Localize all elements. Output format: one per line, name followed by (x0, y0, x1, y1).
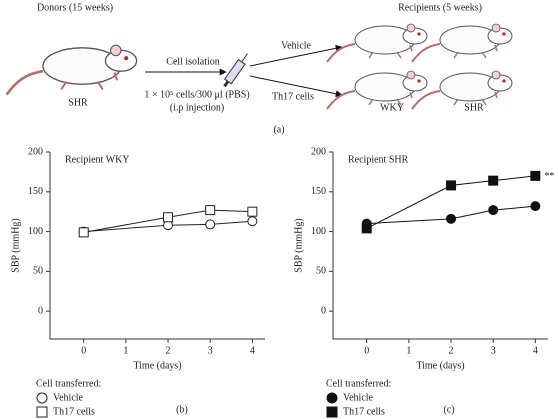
panel-label: (a) (273, 124, 284, 135)
recipient-rat (326, 23, 428, 63)
y-tick-label: 0 (38, 305, 43, 316)
x-tick-label: 2 (449, 345, 454, 356)
recipient-strain: SHR (464, 102, 484, 113)
recipient-rat (411, 70, 513, 110)
panel-label: (b) (176, 404, 188, 415)
arrow (249, 75, 343, 98)
chart: 0 50 100 150 200 0 1 2 3 4 Recipient WKY Time (days… (10, 146, 265, 418)
dose-label: 1 × 10⁵ cells/300 μl (PBS) (144, 89, 249, 100)
x-tick-label: 3 (208, 345, 213, 356)
x-tick-label: 1 (123, 345, 128, 356)
y-tick-label: 200 (28, 146, 43, 157)
x-tick-label: 2 (166, 345, 171, 356)
marker (446, 180, 457, 191)
x-axis-label: Time (days) (133, 360, 181, 371)
series-line (83, 220, 253, 233)
y-tick-label: 200 (311, 146, 326, 157)
annotation: ** (544, 171, 554, 182)
legend-marker (36, 406, 48, 418)
x-tick-label: 3 (491, 345, 496, 356)
y-axis-label: SBP (mmHg) (10, 218, 21, 272)
x-tick-label: 1 (406, 345, 411, 356)
y-tick-label: 150 (311, 186, 326, 197)
marker (247, 206, 258, 217)
y-tick-label: 100 (311, 226, 326, 237)
marker (488, 205, 499, 216)
chart-title: Recipient WKY (65, 154, 130, 165)
donor-rat (5, 43, 138, 96)
legend-label: Vehicle (343, 392, 374, 403)
axes (49, 152, 265, 340)
arrow-label: Vehicle (281, 40, 312, 51)
marker (247, 216, 258, 227)
x-tick-label: 0 (81, 345, 86, 356)
legend-marker (36, 392, 48, 404)
y-tick-label: 150 (28, 186, 43, 197)
x-tick-label: 4 (250, 345, 255, 356)
series-line (366, 205, 536, 225)
marker (361, 223, 372, 234)
legend-marker (326, 392, 338, 404)
legend-marker (326, 406, 338, 418)
donor-strain: SHR (68, 97, 88, 108)
marker (78, 227, 89, 238)
marker (163, 212, 174, 223)
arrow-label: Th17 cells (272, 91, 314, 102)
axes (332, 152, 548, 340)
marker (205, 219, 216, 230)
marker (488, 175, 499, 186)
x-axis-label: Time (days) (416, 360, 464, 371)
legend-title: Cell transferred: (36, 378, 101, 389)
legend-title: Cell transferred: (326, 378, 391, 389)
route-label: (i.p injection) (170, 102, 224, 113)
series-line (366, 175, 536, 229)
diagram: Donors (15 weeks) Recipients (5 weeks) S… (5, 2, 513, 135)
marker (205, 205, 216, 216)
x-tick-label: 0 (364, 345, 369, 356)
donors-label: Donors (15 weeks) (37, 2, 113, 13)
step-label: Cell isolation (166, 56, 220, 67)
y-tick-label: 100 (28, 226, 43, 237)
y-tick-label: 0 (321, 305, 326, 316)
y-axis-label: SBP (mmHg) (293, 218, 304, 272)
panel-label: (c) (443, 404, 454, 415)
recipient-rat (411, 23, 513, 63)
recipients-label: Recipients (5 weeks) (398, 2, 482, 13)
chart: 0 50 100 150 200 0 1 2 3 4 Recipient SHR Time (days… (293, 146, 554, 418)
legend-label: Th17 cells (53, 406, 95, 417)
marker (530, 201, 541, 212)
marker (530, 170, 541, 181)
arrow (249, 44, 343, 67)
syringe (223, 53, 248, 88)
recipient-rat (326, 70, 428, 110)
recipient-strain: WKY (380, 102, 404, 113)
marker (446, 213, 457, 224)
legend-label: Vehicle (53, 392, 84, 403)
x-tick-label: 4 (533, 345, 538, 356)
legend-label: Th17 cells (343, 406, 385, 417)
y-tick-label: 50 (33, 266, 43, 277)
series-line (83, 209, 253, 233)
y-tick-label: 50 (316, 266, 326, 277)
chart-title: Recipient SHR (348, 154, 409, 165)
